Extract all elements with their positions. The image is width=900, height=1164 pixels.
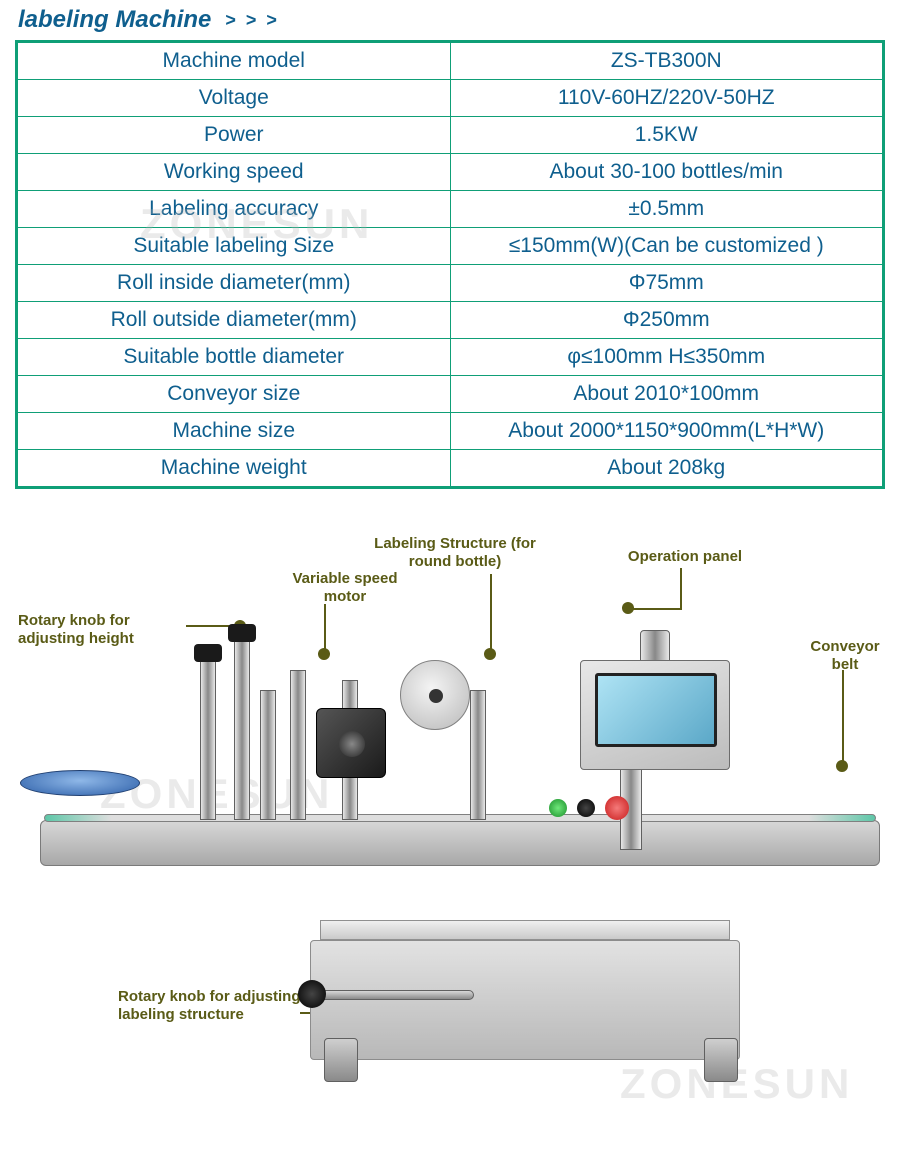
spec-val: 110V-60HZ/220V-50HZ (450, 80, 884, 117)
spec-val: About 208kg (450, 450, 884, 488)
specs-table: Machine modelZS-TB300N Voltage110V-60HZ/… (15, 40, 885, 489)
table-row: Voltage110V-60HZ/220V-50HZ (17, 80, 884, 117)
table-row: Roll inside diameter(mm)Φ75mm (17, 265, 884, 302)
spec-key: Working speed (17, 154, 451, 191)
spec-key: Suitable labeling Size (17, 228, 451, 265)
control-buttons (534, 794, 644, 822)
leader-line (630, 608, 682, 610)
spec-key: Roll outside diameter(mm) (17, 302, 451, 339)
spec-val: About 2010*100mm (450, 376, 884, 413)
conveyor-body (40, 820, 880, 866)
spec-key: Suitable bottle diameter (17, 339, 451, 376)
post (290, 670, 306, 820)
spec-val: About 30-100 bottles/min (450, 154, 884, 191)
annotation-labeling-structure: Labeling Structure (for round bottle) (360, 535, 550, 571)
post (234, 640, 250, 820)
spec-val: ZS-TB300N (450, 42, 884, 80)
chevron-icons: >>> (225, 10, 277, 31)
table-row: Suitable bottle diameterφ≤100mm H≤350mm (17, 339, 884, 376)
speed-motor (316, 708, 386, 778)
table-row: Labeling accuracy±0.5mm (17, 191, 884, 228)
table-row: Machine sizeAbout 2000*1150*900mm(L*H*W) (17, 413, 884, 450)
spec-val: Φ75mm (450, 265, 884, 302)
spec-key: Roll inside diameter(mm) (17, 265, 451, 302)
post (260, 690, 276, 820)
conveyor-top (44, 814, 876, 822)
table-row: Working speedAbout 30-100 bottles/min (17, 154, 884, 191)
annotation-operation-panel: Operation panel (610, 548, 760, 566)
page-title: labeling Machine (18, 6, 211, 34)
spec-val: 1.5KW (450, 117, 884, 154)
touch-screen (595, 673, 717, 747)
table-row: Power1.5KW (17, 117, 884, 154)
table-row: Machine weightAbout 208kg (17, 450, 884, 488)
spec-key: Machine size (17, 413, 451, 450)
post (200, 660, 216, 820)
machine-foot (704, 1038, 738, 1082)
annotation-variable-speed: Variable speed motor (270, 570, 420, 606)
machine-base-top (320, 920, 730, 940)
spec-key: Machine model (17, 42, 451, 80)
operation-panel-body (580, 660, 730, 770)
spec-val: About 2000*1150*900mm(L*H*W) (450, 413, 884, 450)
machine-base (310, 940, 740, 1060)
post (470, 690, 486, 820)
spec-val: Φ250mm (450, 302, 884, 339)
spec-key: Voltage (17, 80, 451, 117)
red-estop-icon (605, 796, 629, 820)
spec-key: Machine weight (17, 450, 451, 488)
adjust-knob (298, 980, 326, 1008)
spec-key: Power (17, 117, 451, 154)
machine-foot (324, 1038, 358, 1082)
spec-val: ±0.5mm (450, 191, 884, 228)
table-row: Suitable labeling Size≤150mm(W)(Can be c… (17, 228, 884, 265)
table-row: Roll outside diameter(mm)Φ250mm (17, 302, 884, 339)
table-row: Machine modelZS-TB300N (17, 42, 884, 80)
rotary-knob (194, 644, 222, 662)
green-button-icon (549, 799, 567, 817)
spec-val: ≤150mm(W)(Can be customized ) (450, 228, 884, 265)
machine-illustration (60, 620, 860, 1100)
turntable-disc (20, 770, 140, 796)
label-roller (400, 660, 470, 730)
header: labeling Machine >>> (0, 0, 900, 40)
table-row: Conveyor sizeAbout 2010*100mm (17, 376, 884, 413)
spec-key: Conveyor size (17, 376, 451, 413)
rotary-knob (228, 624, 256, 642)
leader-line (680, 568, 682, 608)
leader-dot (622, 602, 634, 614)
adjust-rod (314, 990, 474, 1000)
black-button-icon (577, 799, 595, 817)
spec-key: Labeling accuracy (17, 191, 451, 228)
spec-val: φ≤100mm H≤350mm (450, 339, 884, 376)
